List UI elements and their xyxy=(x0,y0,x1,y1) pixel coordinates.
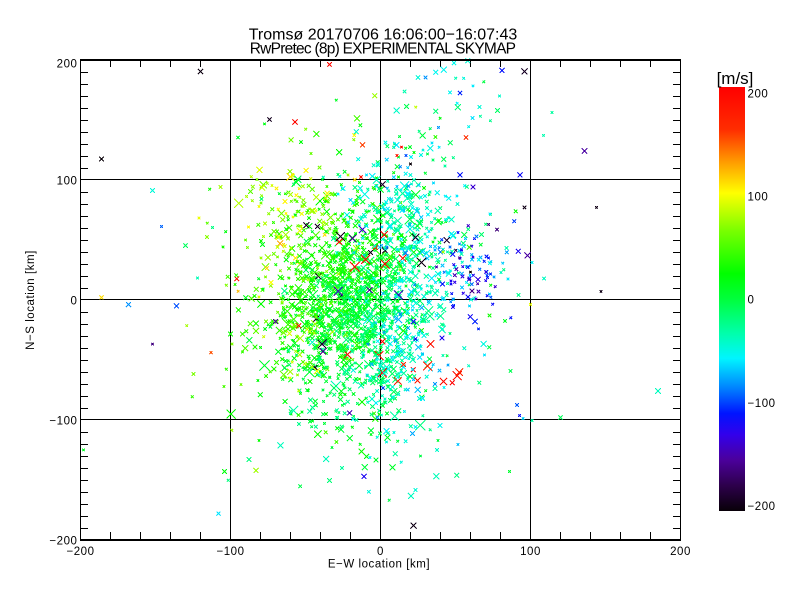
svg-text:100: 100 xyxy=(520,546,541,558)
svg-text:N−S location [km]: N−S location [km] xyxy=(25,250,37,350)
svg-text:100: 100 xyxy=(748,192,769,204)
svg-text:−200: −200 xyxy=(49,535,77,547)
svg-text:−100: −100 xyxy=(748,398,776,410)
svg-text:−100: −100 xyxy=(216,546,244,558)
svg-text:RwPretec (8p) EXPERIMENTAL SKY: RwPretec (8p) EXPERIMENTAL SKYMAP xyxy=(250,41,516,58)
svg-text:[m/s]: [m/s] xyxy=(717,69,754,88)
svg-text:0: 0 xyxy=(748,295,755,307)
svg-text:100: 100 xyxy=(57,175,78,187)
svg-text:0: 0 xyxy=(71,295,78,307)
svg-text:200: 200 xyxy=(670,546,691,558)
svg-text:E−W location [km]: E−W location [km] xyxy=(328,558,430,570)
svg-text:200: 200 xyxy=(57,59,78,71)
svg-text:Tromsø 20170706 16:06:00−16:07: Tromsø 20170706 16:06:00−16:07:43 xyxy=(249,27,518,44)
svg-text:−200: −200 xyxy=(66,546,94,558)
svg-text:0: 0 xyxy=(377,546,384,558)
svg-text:200: 200 xyxy=(748,88,769,100)
svg-text:−200: −200 xyxy=(748,501,776,513)
svg-text:−100: −100 xyxy=(49,415,77,427)
